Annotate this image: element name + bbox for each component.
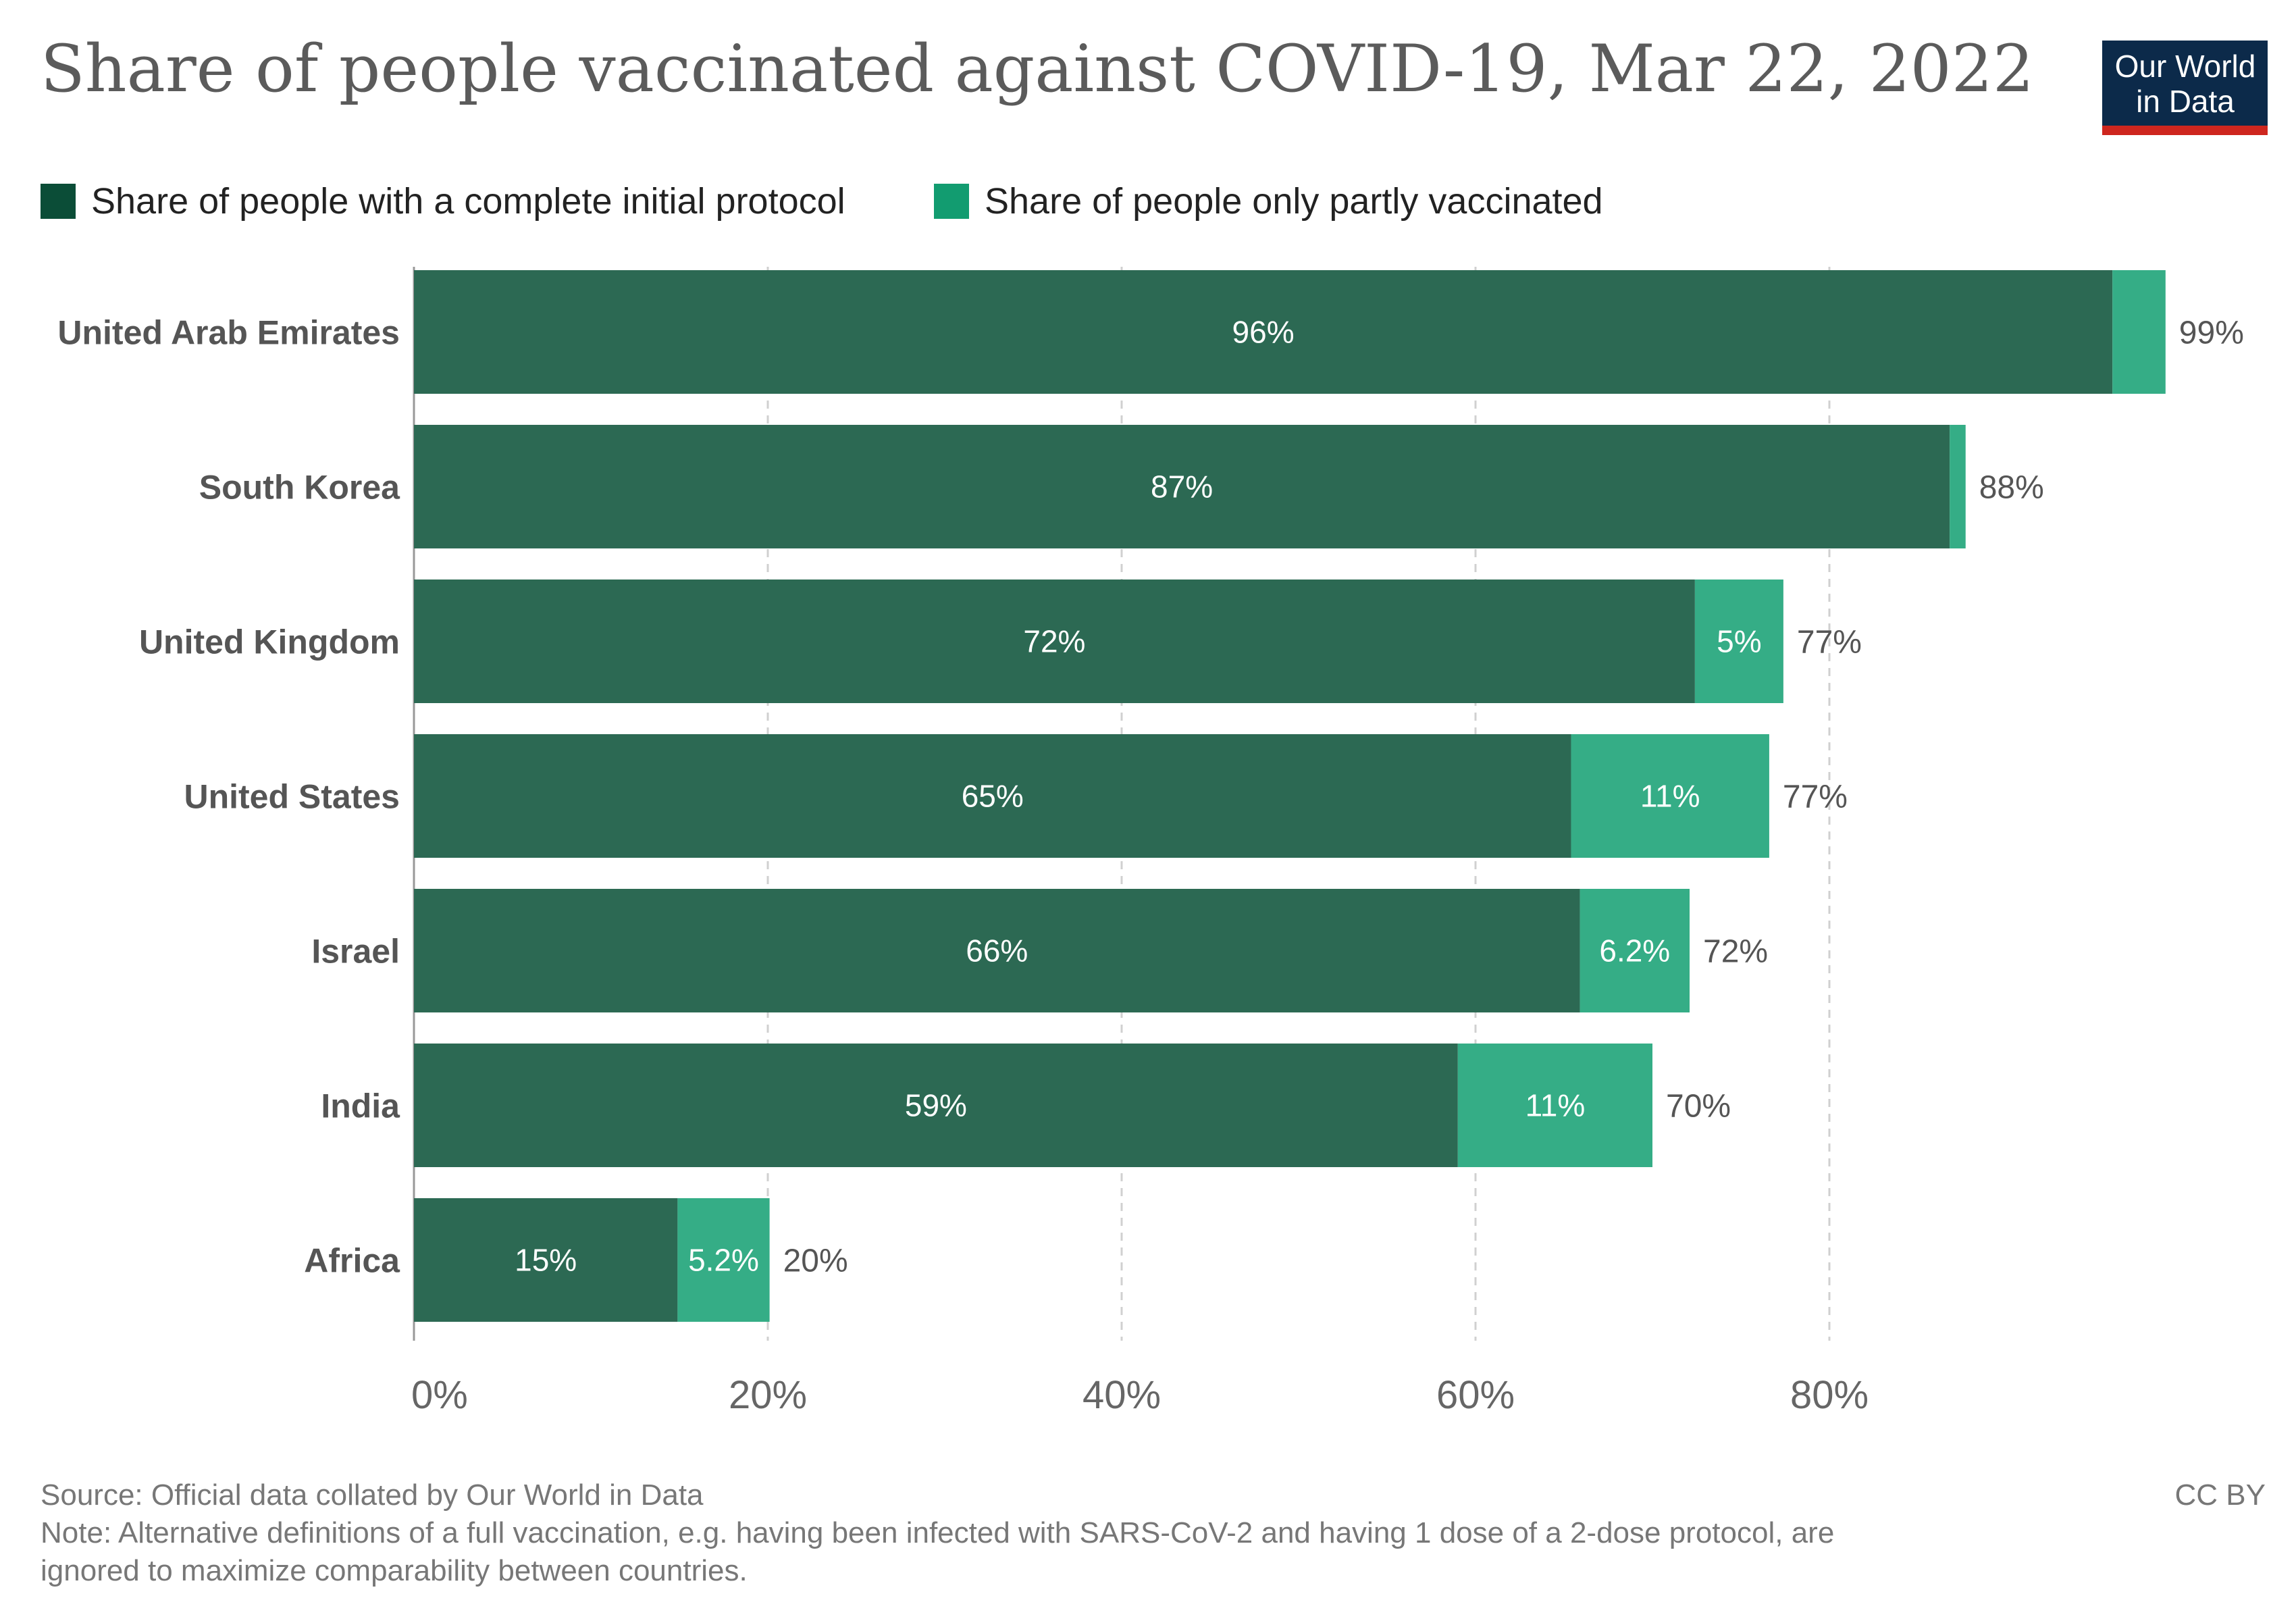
bar-value-label: 15% [515, 1243, 577, 1278]
category-label: South Korea [199, 469, 400, 507]
bar-labels: United Arab Emirates 96% 99% South Korea 87%… [57, 314, 2244, 1280]
logo-background [2102, 41, 2268, 126]
bars [414, 270, 2166, 1322]
bar-total-label: 20% [783, 1243, 848, 1279]
bar-value-label: 6.2% [1599, 933, 1670, 969]
category-label: United States [184, 778, 400, 816]
x-axis: 0% 20% 40% 60% 80% [411, 1373, 1869, 1417]
bar-complete [414, 1044, 1458, 1167]
bar-total-label: 70% [1666, 1089, 1731, 1125]
bar-value-label: 5% [1717, 624, 1761, 659]
bar-value-label: 96% [1232, 315, 1295, 350]
bar-partial [1457, 1044, 1652, 1167]
license-text: CC BY [2175, 1478, 2266, 1512]
note-line-2: ignored to maximize comparability betwee… [41, 1554, 748, 1587]
note-line-1: Note: Alternative definitions of a full … [41, 1516, 1834, 1549]
bar-partial [2112, 270, 2166, 394]
category-label: Israel [311, 933, 400, 971]
bar-value-label: 87% [1151, 469, 1213, 505]
x-tick-label: 80% [1790, 1373, 1869, 1417]
bar-partial [1571, 734, 1769, 858]
legend-swatch-partial [934, 184, 969, 219]
chart-title: Share of people vaccinated against COVID… [41, 31, 2034, 107]
bar-complete [414, 580, 1695, 703]
logo-accent-bar [2102, 126, 2268, 135]
bar-total-label: 77% [1797, 625, 1862, 661]
source-text: Source: Official data collated by Our Wo… [41, 1478, 704, 1512]
bar-partial [1580, 889, 1690, 1012]
category-label: United Kingdom [139, 623, 400, 661]
logo-line-1: Our World [2115, 49, 2256, 84]
x-tick-label: 40% [1082, 1373, 1161, 1417]
bar-value-label: 72% [1023, 624, 1085, 659]
bar-value-label: 11% [1640, 779, 1700, 814]
bar-partial [677, 1198, 770, 1322]
legend-label-complete: Share of people with a complete initial … [91, 181, 845, 222]
legend-swatch-complete [41, 184, 76, 219]
legend: Share of people with a complete initial … [41, 181, 1603, 222]
bar-total-label: 99% [2179, 315, 2244, 351]
bar-complete [414, 1198, 678, 1322]
legend-label-partial: Share of people only partly vaccinated [985, 181, 1603, 222]
category-label: Africa [304, 1242, 400, 1280]
bar-total-label: 88% [1979, 470, 2044, 506]
bar-complete [414, 734, 1571, 858]
owid-logo: Our World in Data [2102, 41, 2268, 135]
bar-value-label: 11% [1525, 1088, 1586, 1123]
x-tick-label: 20% [729, 1373, 807, 1417]
bar-partial [1694, 580, 1783, 703]
bar-value-label: 5.2% [688, 1243, 759, 1278]
bar-total-label: 72% [1703, 934, 1768, 970]
bar-complete [414, 270, 2113, 394]
bar-complete [414, 889, 1580, 1012]
bar-partial [1950, 425, 1966, 548]
bar-total-label: 77% [1783, 779, 1848, 815]
logo-line-2: in Data [2136, 84, 2235, 119]
category-label: India [321, 1087, 400, 1125]
bar-value-label: 66% [966, 933, 1028, 969]
category-label: United Arab Emirates [57, 314, 400, 352]
x-tick-label: 60% [1436, 1373, 1515, 1417]
bar-value-label: 65% [962, 779, 1024, 814]
bar-complete [414, 425, 1950, 548]
bar-value-label: 59% [905, 1088, 967, 1123]
x-tick-label: 0% [411, 1373, 468, 1417]
